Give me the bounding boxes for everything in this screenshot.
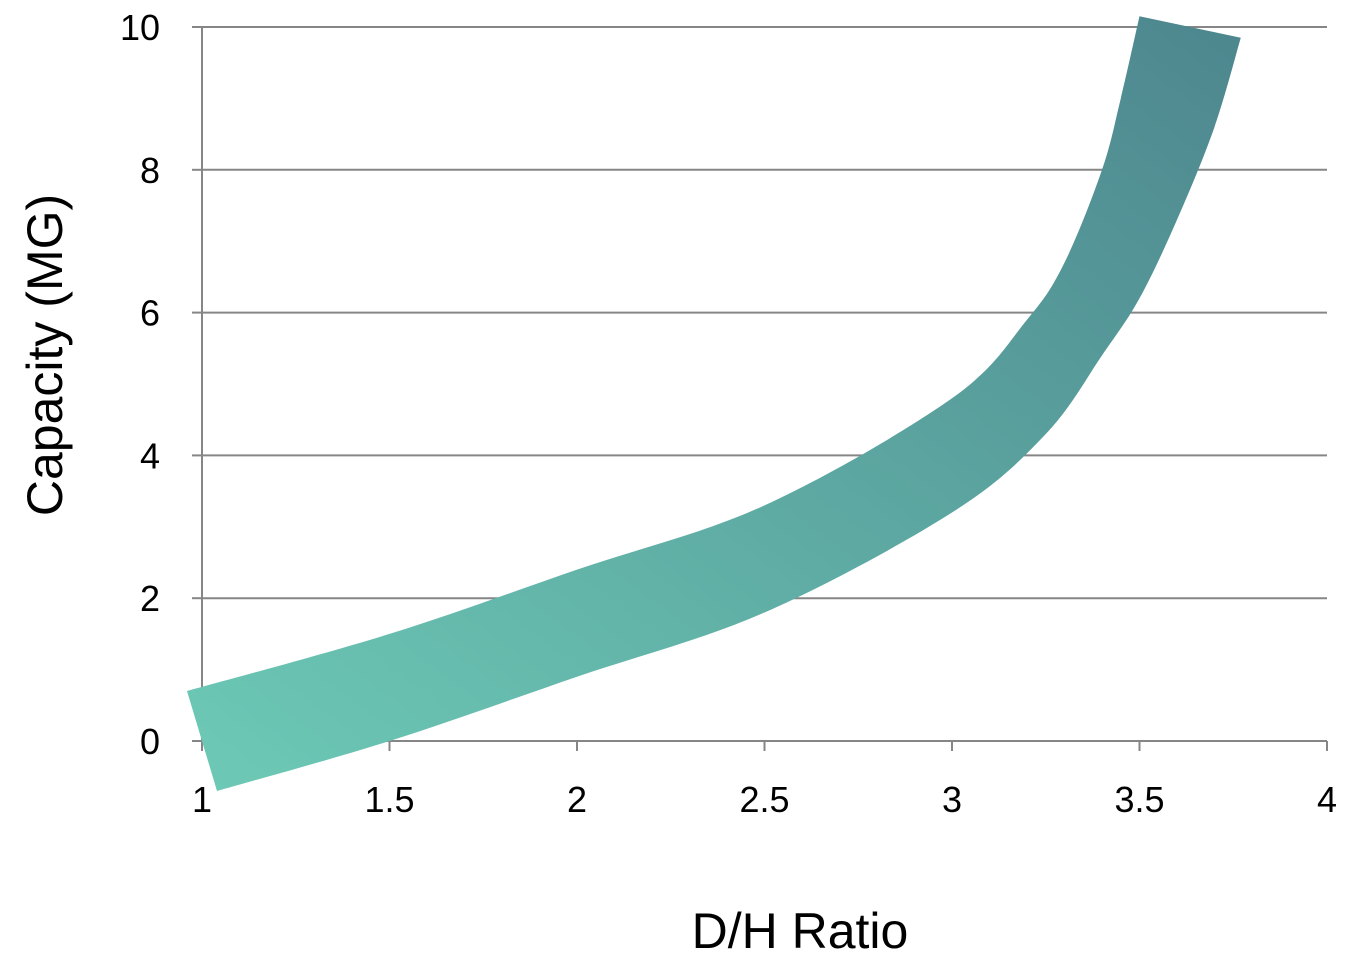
y-tick-label-10: 10 bbox=[120, 7, 160, 48]
x-tick-label-1: 1 bbox=[192, 779, 212, 820]
x-tick-label-3: 3 bbox=[942, 779, 962, 820]
x-tick-label-2: 2 bbox=[567, 779, 587, 820]
x-tick-labels: 1 1.5 2 2.5 3 3.5 4 bbox=[192, 779, 1337, 820]
x-tick-label-3.5: 3.5 bbox=[1114, 779, 1164, 820]
x-tick-label-2.5: 2.5 bbox=[739, 779, 789, 820]
capacity-band-layer bbox=[187, 16, 1241, 792]
y-tick-label-6: 6 bbox=[140, 293, 160, 334]
y-tick-label-8: 8 bbox=[140, 150, 160, 191]
y-tick-labels: 0 2 4 6 8 10 bbox=[120, 7, 160, 762]
capacity-band bbox=[187, 16, 1241, 792]
x-tick-label-1.5: 1.5 bbox=[364, 779, 414, 820]
x-tick-label-4: 4 bbox=[1317, 779, 1337, 820]
y-tick-label-4: 4 bbox=[140, 435, 160, 476]
y-axis-title: Capacity (MG) bbox=[17, 194, 73, 516]
y-tick-label-0: 0 bbox=[140, 721, 160, 762]
x-axis-title: D/H Ratio bbox=[692, 903, 909, 956]
y-tick-label-2: 2 bbox=[140, 578, 160, 619]
